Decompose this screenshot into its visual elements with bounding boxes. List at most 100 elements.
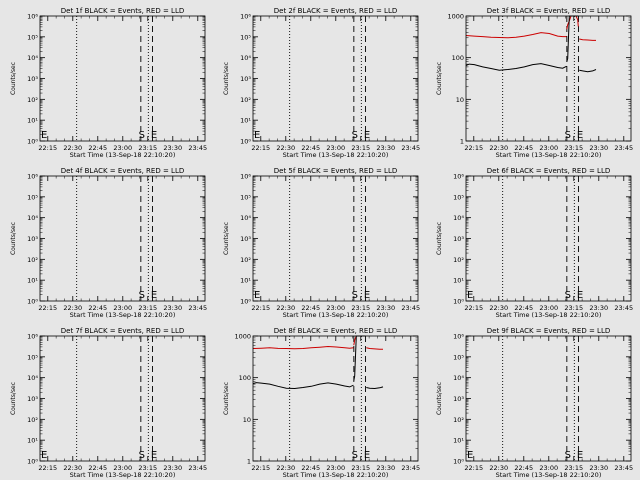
- y-tick-label: 10³: [453, 235, 464, 243]
- x-tick-label: 23:15: [564, 304, 583, 312]
- y-tick-label: 10¹: [240, 277, 251, 285]
- y-tick-label: 10²: [27, 96, 38, 104]
- plot-frame: [252, 175, 419, 302]
- x-tick-label: 22:30: [489, 464, 508, 472]
- x-tick-label: 23:45: [614, 304, 633, 312]
- x-tick-label: 22:45: [514, 144, 533, 152]
- x-tick-label: 23:15: [138, 304, 157, 312]
- series-line: [579, 38, 596, 41]
- x-tick-label: 23:30: [163, 144, 182, 152]
- x-tick-label: 23:30: [589, 464, 608, 472]
- panel-title: Det 9f BLACK = Events, RED = LLD: [487, 327, 610, 335]
- x-tick-label: 23:15: [351, 304, 370, 312]
- y-tick-label: 10⁰: [240, 298, 251, 306]
- y-tick-label: 10⁶: [240, 13, 251, 21]
- plot-frame: [39, 15, 206, 142]
- marker-s: S: [352, 130, 358, 141]
- marker-e: E: [467, 290, 473, 301]
- x-tick-label: 23:15: [138, 464, 157, 472]
- x-tick-label: 22:15: [38, 304, 57, 312]
- series-line: [579, 69, 597, 73]
- y-tick-label: 10⁵: [240, 33, 251, 41]
- x-axis-label: Start Time (13-Sep-18 22:10:20): [70, 151, 176, 159]
- x-tick-label: 23:30: [163, 304, 182, 312]
- y-axis-label: Counts/sec: [223, 382, 230, 415]
- x-tick-label: 23:30: [589, 304, 608, 312]
- y-tick-label: 10¹: [453, 437, 464, 445]
- y-tick-label: 10⁵: [27, 353, 38, 361]
- panel-title: Det 3f BLACK = Events, RED = LLD: [487, 7, 610, 15]
- y-tick-label: 10⁶: [27, 173, 38, 181]
- y-tick-label: 10¹: [453, 277, 464, 285]
- x-tick-label: 23:00: [539, 464, 558, 472]
- y-tick-label: 10³: [27, 235, 38, 243]
- y-tick-label: 10²: [240, 96, 251, 104]
- y-tick-label: 100: [239, 374, 251, 382]
- panel-det6f: Det 6f BLACK = Events, RED = LLD Counts/s…: [436, 167, 633, 319]
- panel-title: Det 2f BLACK = Events, RED = LLD: [274, 7, 397, 15]
- y-tick-label: 10¹: [240, 117, 251, 125]
- y-tick-label: 100: [452, 54, 464, 62]
- x-tick-label: 22:30: [276, 144, 295, 152]
- x-axis-label: Start Time (13-Sep-18 22:10:20): [283, 471, 389, 479]
- x-tick-label: 22:15: [464, 304, 483, 312]
- marker-e: E: [151, 130, 157, 141]
- y-tick-label: 10⁵: [453, 193, 464, 201]
- y-tick-label: 10⁴: [453, 214, 464, 222]
- x-tick-label: 22:30: [276, 304, 295, 312]
- panel-title: Det 5f BLACK = Events, RED = LLD: [274, 167, 397, 175]
- panel-det5f: Det 5f BLACK = Events, RED = LLD Counts/s…: [223, 167, 420, 319]
- y-tick-label: 10⁰: [27, 458, 38, 466]
- y-tick-label: 10⁰: [27, 138, 38, 146]
- x-tick-label: 22:45: [514, 464, 533, 472]
- plot-frame: [39, 175, 206, 302]
- x-tick-label: 23:00: [113, 464, 132, 472]
- marker-e: E: [254, 290, 260, 301]
- marker-s: S: [139, 290, 145, 301]
- x-tick-label: 23:30: [589, 144, 608, 152]
- x-tick-label: 23:45: [188, 304, 207, 312]
- y-tick-label: 10²: [453, 416, 464, 424]
- y-tick-label: 10³: [27, 395, 38, 403]
- y-tick-label: 10⁴: [240, 54, 251, 62]
- x-tick-label: 23:00: [539, 144, 558, 152]
- y-axis-label: Counts/sec: [10, 222, 17, 255]
- x-tick-label: 23:45: [188, 464, 207, 472]
- x-tick-label: 23:45: [614, 464, 633, 472]
- series-line: [252, 382, 354, 390]
- panel-det7f: Det 7f BLACK = Events, RED = LLD Counts/s…: [10, 327, 207, 479]
- x-axis-label: Start Time (13-Sep-18 22:10:20): [283, 311, 389, 319]
- x-tick-label: 22:30: [489, 304, 508, 312]
- y-tick-label: 10¹: [27, 277, 38, 285]
- marker-e: E: [577, 290, 583, 301]
- x-axis-label: Start Time (13-Sep-18 22:10:20): [283, 151, 389, 159]
- panel-det2f: Det 2f BLACK = Events, RED = LLD Counts/s…: [223, 7, 420, 159]
- x-tick-label: 22:45: [88, 304, 107, 312]
- marker-e: E: [254, 130, 260, 141]
- x-tick-label: 23:30: [376, 464, 395, 472]
- y-tick-label: 10³: [240, 235, 251, 243]
- x-tick-label: 22:15: [464, 144, 483, 152]
- marker-e: E: [364, 130, 370, 141]
- x-axis-label: Start Time (13-Sep-18 22:10:20): [70, 471, 176, 479]
- x-tick-label: 23:45: [188, 144, 207, 152]
- series-line: [465, 63, 567, 71]
- x-tick-label: 23:00: [326, 464, 345, 472]
- y-tick-label: 1: [460, 138, 464, 146]
- y-tick-label: 10⁰: [240, 138, 251, 146]
- x-tick-label: 22:30: [276, 464, 295, 472]
- x-axis-label: Start Time (13-Sep-18 22:10:20): [496, 471, 602, 479]
- x-tick-label: 22:15: [251, 464, 270, 472]
- x-tick-label: 23:15: [351, 144, 370, 152]
- panel-title: Det 6f BLACK = Events, RED = LLD: [487, 167, 610, 175]
- panel-title: Det 8f BLACK = Events, RED = LLD: [274, 327, 397, 335]
- y-tick-label: 10²: [27, 416, 38, 424]
- x-tick-label: 22:15: [38, 464, 57, 472]
- y-tick-label: 10³: [27, 75, 38, 83]
- marker-e: E: [151, 450, 157, 461]
- y-tick-label: 10⁶: [453, 173, 464, 181]
- panel-det3f: Det 3f BLACK = Events, RED = LLD Counts/s…: [436, 7, 633, 159]
- panel-title: Det 1f BLACK = Events, RED = LLD: [61, 7, 184, 15]
